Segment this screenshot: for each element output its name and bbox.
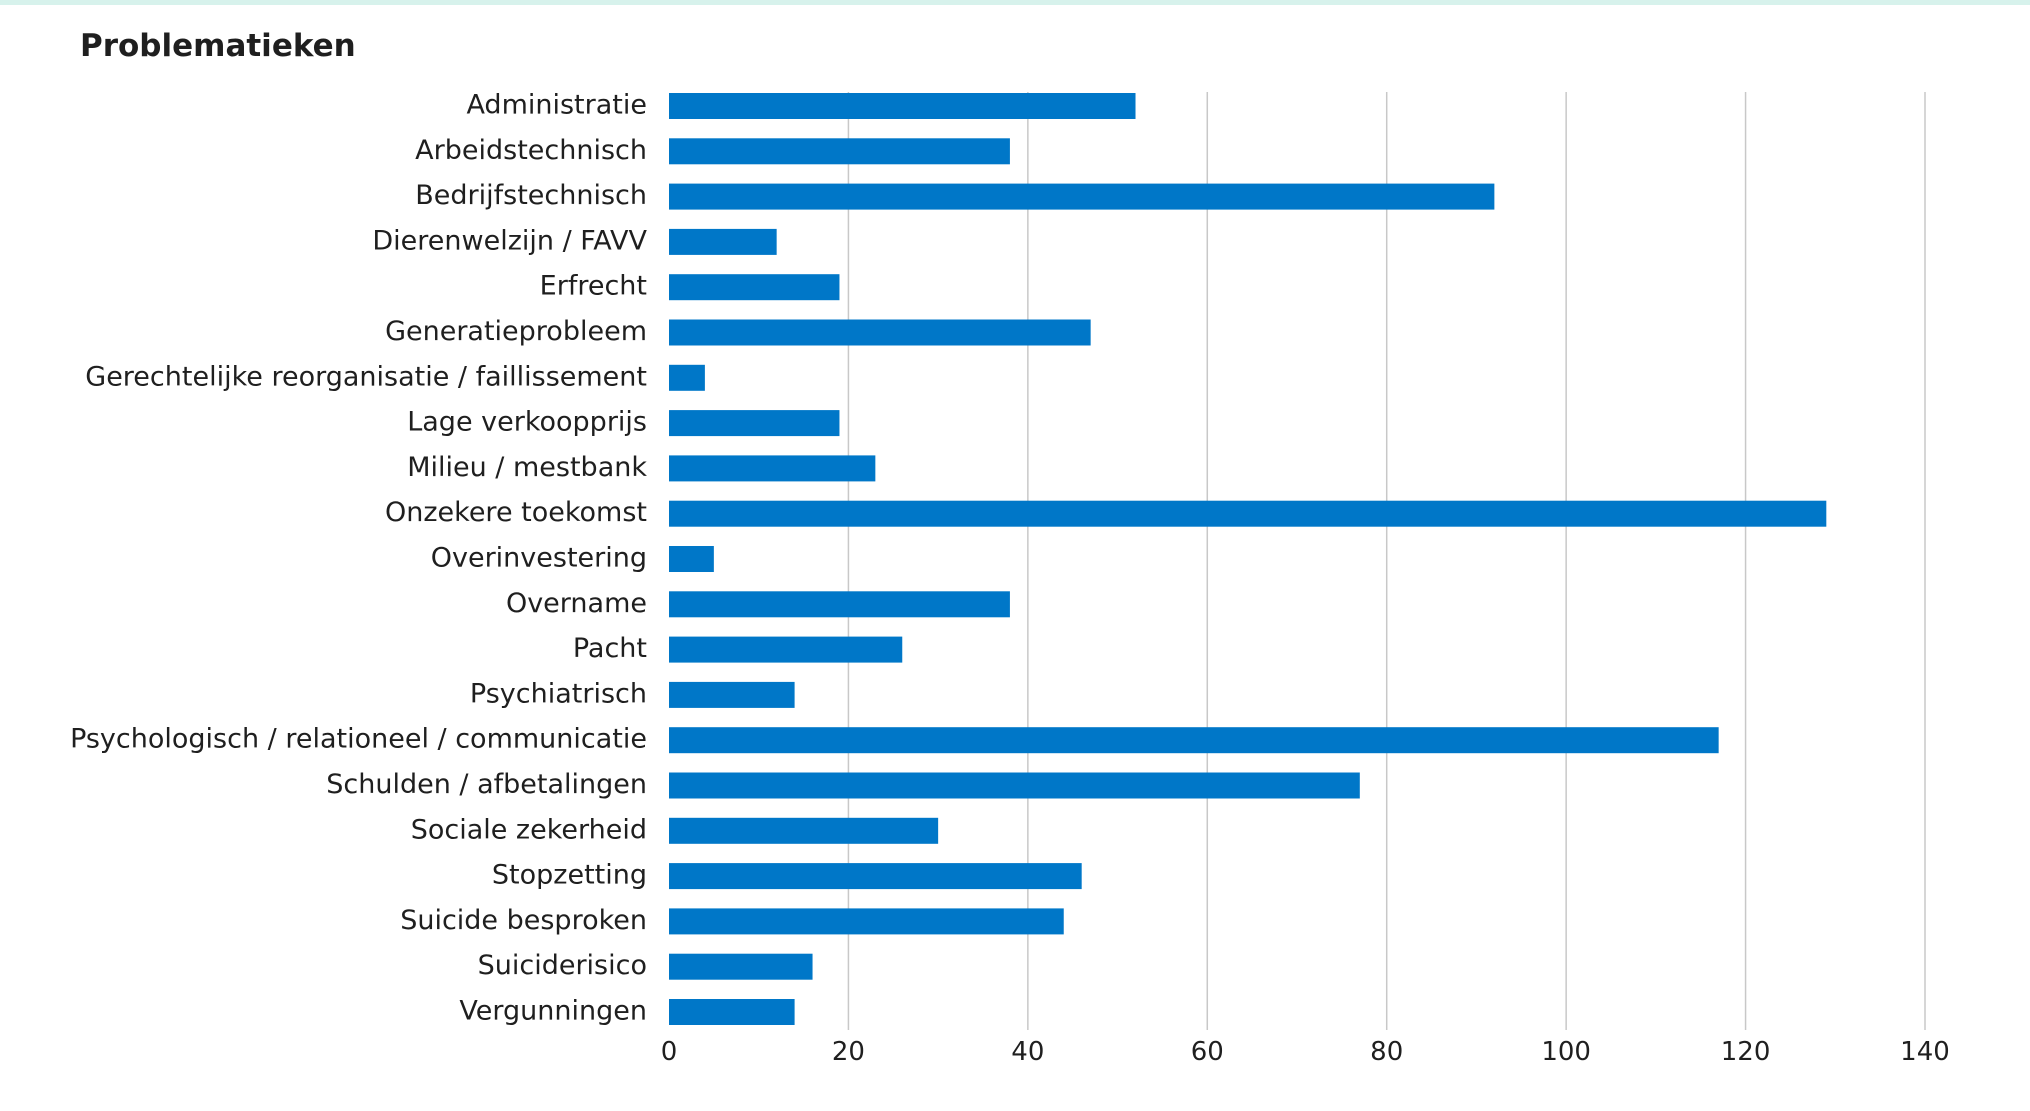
category-label: Onzekere toekomst [385,497,647,528]
bar-6 [669,364,705,391]
bar-11 [669,591,1010,618]
category-label: Gerechtelijke reorganisatie / faillissem… [85,361,647,392]
category-label: Suicide besproken [400,905,647,936]
category-label: Pacht [573,633,647,664]
category-label: Milieu / mestbank [407,452,647,483]
tick-labels: 0 20 40 60 80 100 120 140 [661,1037,1950,1067]
tick-label-40: 40 [1011,1037,1044,1067]
tick-label-80: 80 [1370,1037,1403,1067]
category-label: Psychologisch / relationeel / communicat… [70,724,647,755]
bar-1 [669,138,1010,165]
bar-18 [669,908,1064,935]
category-label: Schulden / afbetalingen [326,769,647,800]
bar-12 [669,636,903,663]
bar-17 [669,863,1082,890]
bar-0 [669,93,1136,119]
tick-label-20: 20 [832,1037,865,1067]
bar-13 [669,681,795,708]
bar-7 [669,410,840,437]
category-label: Suiciderisico [478,950,647,981]
category-label: Vergunningen [459,996,647,1027]
category-label: Stopzetting [492,860,647,891]
category-label: Psychiatrisch [470,678,647,709]
category-label: Administratie [466,90,647,121]
bar-2 [669,183,1495,210]
tick-label-0: 0 [661,1037,678,1067]
tick-label-140: 140 [1900,1037,1950,1067]
category-label: Overname [506,588,647,619]
category-label: Generatieprobleem [385,316,647,347]
chart-title: Problematieken [80,28,356,64]
top-border [0,0,2030,5]
bar-5 [669,319,1091,346]
category-labels: Administratie Arbeidstechnisch Bedrijfstec… [70,90,647,1027]
bar-14 [669,727,1719,754]
bar-10 [669,546,714,572]
bar-20 [669,999,795,1025]
category-label: Sociale zekerheid [411,814,647,845]
tick-label-100: 100 [1541,1037,1591,1067]
bar-layer [669,93,1827,1025]
bar-15 [669,772,1360,799]
bar-3 [669,228,777,255]
grid-layer [847,92,1926,1030]
bar-9 [669,500,1827,527]
bar-4 [669,274,840,301]
bar-8 [669,455,876,482]
category-label: Erfrecht [540,271,647,302]
category-label: Lage verkoopprijs [407,407,647,438]
tick-label-120: 120 [1721,1037,1771,1067]
category-label: Overinvestering [431,543,647,574]
category-label: Bedrijfstechnisch [415,180,647,211]
tick-label-60: 60 [1191,1037,1224,1067]
category-label: Dierenwelzijn / FAVV [372,225,647,256]
bar-16 [669,817,939,844]
category-label: Arbeidstechnisch [415,135,647,166]
bar-19 [669,953,813,980]
